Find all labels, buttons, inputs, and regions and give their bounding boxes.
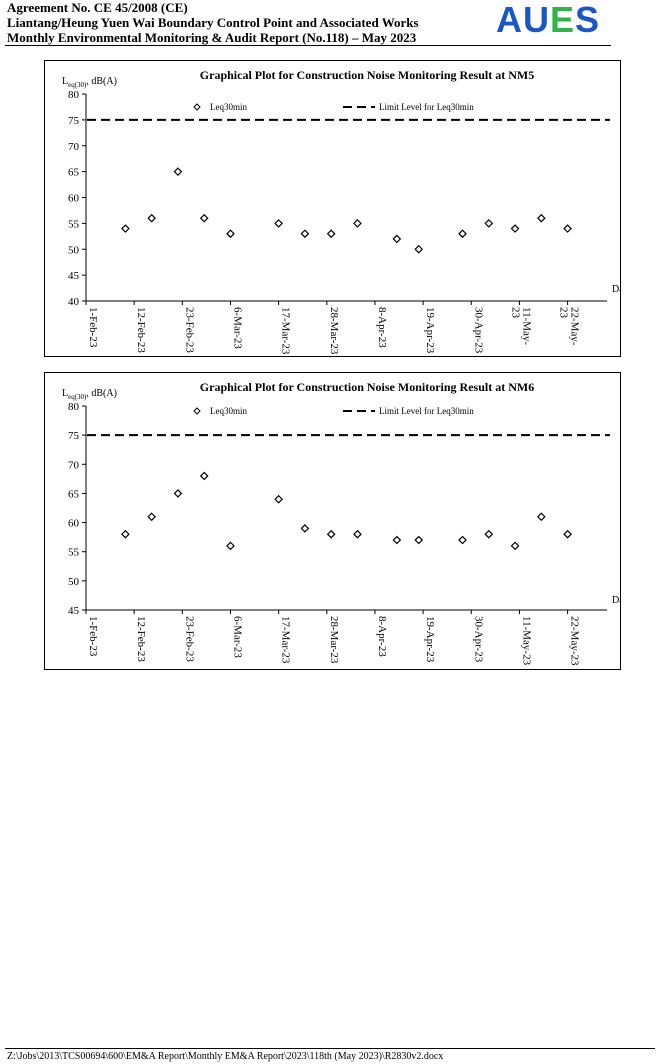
data-point bbox=[563, 529, 572, 539]
x-tick-label: 8-Apr-23 bbox=[376, 307, 388, 348]
x-tick-label: 23-Feb-23 bbox=[183, 307, 195, 353]
x-tick-label: 6-Mar-23 bbox=[231, 307, 243, 349]
chart-nm5: Graphical Plot for Construction Noise Mo… bbox=[44, 60, 621, 357]
logo-letter-e: E bbox=[550, 0, 576, 40]
x-tick-label: 17-Mar-23 bbox=[280, 307, 292, 355]
data-point bbox=[392, 234, 402, 244]
x-tick-label: 22-May-23 bbox=[569, 616, 581, 666]
y-tick-label: 45 bbox=[68, 270, 80, 282]
y-tick-label: 40 bbox=[68, 296, 80, 308]
data-point bbox=[536, 512, 546, 522]
x-tick-label: 17-Mar-23 bbox=[280, 616, 292, 664]
logo-letter-u: U bbox=[523, 0, 550, 40]
header-divider bbox=[5, 45, 611, 46]
x-tick-label: 8-Apr-23 bbox=[376, 616, 388, 657]
data-point bbox=[300, 229, 310, 239]
y-tick-label: 80 bbox=[68, 401, 80, 413]
data-point bbox=[458, 229, 467, 239]
data-point bbox=[458, 535, 467, 545]
data-point bbox=[147, 213, 157, 223]
data-point bbox=[226, 541, 235, 551]
x-tick-label: 12-Feb-23 bbox=[135, 616, 147, 662]
x-tick-label: 30-Apr-23 bbox=[472, 307, 484, 354]
data-point bbox=[147, 512, 157, 522]
aues-logo: AUES bbox=[496, 0, 600, 40]
y-tick-label: 75 bbox=[68, 115, 80, 127]
logo-letter-s: S bbox=[575, 0, 601, 40]
agreement-number: Agreement No. CE 45/2008 (CE) bbox=[7, 0, 188, 15]
data-point bbox=[173, 167, 183, 176]
y-tick-label: 65 bbox=[68, 167, 80, 179]
y-tick-label: 50 bbox=[68, 244, 80, 256]
x-axis-label: Date bbox=[612, 284, 620, 295]
y-tick-label: 55 bbox=[68, 218, 80, 230]
data-point bbox=[484, 529, 494, 539]
legend-marker-series bbox=[193, 407, 201, 415]
x-tick-label: 19-Apr-23 bbox=[424, 307, 436, 354]
data-point bbox=[414, 244, 424, 254]
chart-title: Graphical Plot for Construction Noise Mo… bbox=[200, 68, 534, 82]
data-point bbox=[414, 535, 424, 545]
data-point bbox=[199, 213, 209, 223]
y-tick-label: 75 bbox=[68, 430, 80, 442]
y-tick-label: 65 bbox=[68, 488, 80, 500]
y-tick-label: 60 bbox=[68, 518, 80, 530]
legend-marker-series bbox=[193, 103, 201, 111]
data-point bbox=[510, 541, 520, 551]
footer-divider bbox=[5, 1048, 655, 1049]
data-point bbox=[392, 535, 402, 545]
chart-nm6-svg: Graphical Plot for Construction Noise Mo… bbox=[62, 380, 620, 666]
x-tick-label: 23-Feb-23 bbox=[183, 616, 195, 662]
y-tick-label: 45 bbox=[68, 605, 80, 617]
data-point bbox=[121, 224, 130, 233]
x-tick-label: 12-Feb-23 bbox=[135, 307, 147, 353]
data-point bbox=[226, 229, 235, 239]
report-title: Monthly Environmental Monitoring & Audit… bbox=[7, 30, 417, 45]
data-point bbox=[274, 219, 283, 228]
legend-label-series: Leq30min bbox=[210, 102, 247, 112]
y-tick-label: 55 bbox=[68, 547, 80, 559]
data-point bbox=[484, 219, 494, 228]
data-point bbox=[353, 529, 362, 539]
y-tick-label: 60 bbox=[68, 193, 80, 205]
x-axis-label: Date bbox=[612, 595, 620, 606]
y-tick-label: 50 bbox=[68, 576, 80, 588]
data-point bbox=[300, 524, 310, 533]
data-point bbox=[121, 529, 130, 539]
legend-label-limit: Limit Level for Leq30min bbox=[379, 102, 474, 112]
legend-label-limit: Limit Level for Leq30min bbox=[379, 406, 474, 416]
x-tick-label: 19-Apr-23 bbox=[424, 616, 436, 663]
y-axis-label: Leq(30), dB(A) bbox=[62, 388, 117, 401]
y-axis-label: Leq(30), dB(A) bbox=[62, 76, 117, 89]
chart-nm6: Graphical Plot for Construction Noise Mo… bbox=[44, 372, 621, 670]
data-point bbox=[173, 489, 183, 498]
data-point bbox=[326, 229, 336, 239]
data-point bbox=[326, 529, 336, 539]
chart-nm5-svg: Graphical Plot for Construction Noise Mo… bbox=[62, 68, 620, 355]
x-tick-label: 28-Mar-23 bbox=[328, 616, 340, 664]
project-title: Liantang/Heung Yuen Wai Boundary Control… bbox=[7, 15, 419, 30]
y-tick-label: 80 bbox=[68, 89, 80, 101]
data-point bbox=[563, 224, 572, 233]
x-tick-label: 1-Feb-23 bbox=[87, 307, 99, 348]
x-tick-label: 6-Mar-23 bbox=[231, 616, 243, 658]
x-tick-label: 11-May-23 bbox=[520, 616, 532, 666]
file-path: Z:\Jobs\2013\TCS00694\600\EM&A Report\Mo… bbox=[7, 1051, 444, 1062]
legend-label-series: Leq30min bbox=[210, 406, 247, 416]
y-tick-label: 70 bbox=[68, 459, 80, 471]
x-tick-label: 22-May-23 bbox=[558, 307, 581, 346]
data-point bbox=[353, 219, 362, 228]
data-point bbox=[536, 213, 546, 223]
chart-title: Graphical Plot for Construction Noise Mo… bbox=[200, 380, 534, 394]
data-point bbox=[199, 471, 209, 481]
x-tick-label: 11-May-23 bbox=[509, 307, 532, 345]
data-point bbox=[510, 224, 520, 233]
logo-letter-a: A bbox=[496, 0, 523, 40]
data-point bbox=[274, 494, 283, 504]
x-tick-label: 1-Feb-23 bbox=[87, 616, 99, 657]
x-tick-label: 30-Apr-23 bbox=[472, 616, 484, 663]
x-tick-label: 28-Mar-23 bbox=[328, 307, 340, 355]
y-tick-label: 70 bbox=[68, 141, 80, 153]
